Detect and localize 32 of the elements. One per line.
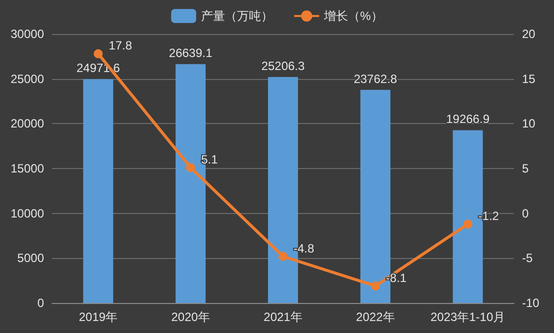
point bbox=[278, 252, 288, 261]
y2-tick-label: 15 bbox=[522, 72, 536, 86]
y-tick-label: 5000 bbox=[17, 251, 44, 266]
data-label: 23762.8 bbox=[354, 72, 398, 86]
x-tick-label: 2020年 bbox=[171, 310, 210, 324]
data-label: 19266.9 bbox=[446, 112, 490, 126]
data-label: 25206.3 bbox=[261, 58, 306, 73]
y-tick-label: 20000 bbox=[10, 116, 44, 131]
x-tick-label: 2021年 bbox=[264, 310, 302, 324]
x-tick-label: 2023年1-10月 bbox=[430, 310, 506, 324]
legend-label: 增长（%） bbox=[323, 9, 383, 23]
y-tick-label: 25000 bbox=[10, 72, 44, 86]
legend-label: 产量（万吨） bbox=[201, 9, 274, 23]
y2-tick-label: 20 bbox=[522, 27, 536, 41]
y-tick-label: 15000 bbox=[10, 162, 44, 176]
data-label: 26639.1 bbox=[168, 46, 213, 60]
y2-tick-label: 5 bbox=[522, 162, 529, 176]
point bbox=[94, 49, 103, 58]
y2-tick-label: -5 bbox=[522, 251, 533, 266]
x-tick-label: 2019年 bbox=[78, 310, 118, 324]
y2-tick-label: -10 bbox=[522, 296, 540, 310]
point bbox=[186, 163, 196, 172]
y2-tick-label: 10 bbox=[522, 116, 536, 131]
data-label: 17.8 bbox=[108, 38, 132, 53]
x-tick-label: 2022年 bbox=[356, 310, 395, 324]
y-tick-label: 10000 bbox=[10, 206, 44, 220]
bar bbox=[83, 79, 114, 303]
y-tick-label: 30000 bbox=[10, 27, 44, 41]
y-tick-label: 0 bbox=[37, 296, 44, 310]
y2-tick-label: 0 bbox=[522, 206, 529, 220]
point bbox=[463, 220, 472, 229]
point bbox=[370, 281, 380, 290]
